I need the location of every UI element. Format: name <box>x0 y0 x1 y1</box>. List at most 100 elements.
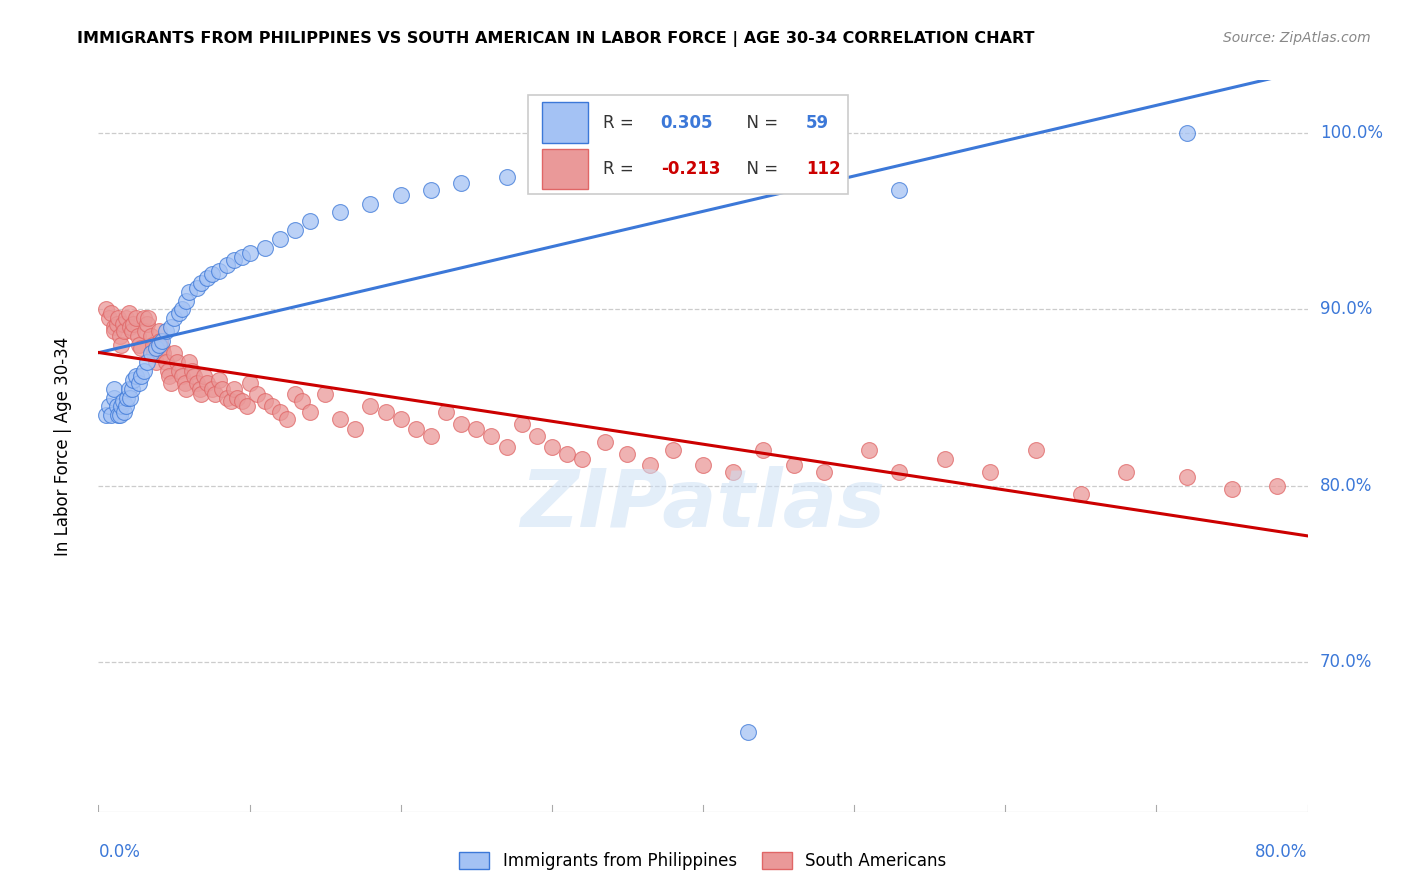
Point <box>737 725 759 739</box>
Point <box>201 382 224 396</box>
Point <box>586 158 609 172</box>
Point <box>143 346 166 360</box>
Point <box>231 250 253 264</box>
Point <box>215 391 238 405</box>
Point <box>631 153 654 167</box>
Text: 100.0%: 100.0% <box>1320 124 1382 142</box>
Point <box>420 183 443 197</box>
Point <box>163 346 186 360</box>
Point <box>148 324 170 338</box>
Point <box>1175 470 1198 484</box>
Point <box>246 387 269 401</box>
Point <box>103 320 125 334</box>
Point <box>174 293 197 308</box>
Point <box>94 408 117 422</box>
Point <box>979 465 1001 479</box>
Text: 59: 59 <box>806 113 830 131</box>
Point <box>115 391 138 405</box>
Point <box>253 394 276 409</box>
Point <box>269 404 291 418</box>
Point <box>132 311 155 326</box>
Point <box>389 411 412 425</box>
Point <box>141 346 163 360</box>
Point <box>179 355 201 369</box>
Point <box>195 376 218 391</box>
Point <box>593 434 616 449</box>
Point <box>111 317 134 331</box>
Legend: Immigrants from Philippines, South Americans: Immigrants from Philippines, South Ameri… <box>453 845 953 877</box>
Point <box>481 429 503 443</box>
Point <box>100 306 122 320</box>
Point <box>134 324 156 338</box>
Point <box>186 281 208 295</box>
Point <box>120 320 142 334</box>
Point <box>118 382 141 396</box>
Point <box>166 355 188 369</box>
Point <box>174 382 197 396</box>
Point <box>103 382 125 396</box>
Text: 0.305: 0.305 <box>661 113 713 131</box>
Point <box>149 334 172 348</box>
Point <box>555 447 578 461</box>
Point <box>150 341 173 355</box>
Point <box>159 369 181 384</box>
Point <box>813 465 835 479</box>
Point <box>224 253 246 268</box>
Point <box>616 447 638 461</box>
Point <box>314 387 336 401</box>
Point <box>889 183 911 197</box>
Point <box>103 391 125 405</box>
Point <box>129 369 152 384</box>
Point <box>221 394 243 409</box>
Point <box>1115 465 1137 479</box>
Point <box>215 258 238 272</box>
Point <box>1070 487 1092 501</box>
Point <box>231 394 253 409</box>
Point <box>858 443 880 458</box>
Point <box>253 241 276 255</box>
Point <box>1267 478 1289 492</box>
Point <box>284 387 307 401</box>
FancyBboxPatch shape <box>543 149 588 189</box>
Point <box>661 443 683 458</box>
Point <box>155 355 177 369</box>
Point <box>1220 482 1243 496</box>
Point <box>170 302 193 317</box>
Point <box>195 270 218 285</box>
Point <box>208 373 231 387</box>
Point <box>276 411 298 425</box>
Point <box>208 263 231 277</box>
Point <box>114 400 136 414</box>
Text: R =: R = <box>603 160 638 178</box>
Point <box>239 246 262 260</box>
FancyBboxPatch shape <box>527 95 848 194</box>
Point <box>183 369 205 384</box>
Point <box>156 364 179 378</box>
Point <box>179 285 201 299</box>
Point <box>163 311 186 326</box>
Point <box>540 165 562 179</box>
Point <box>465 422 488 436</box>
Point <box>170 369 193 384</box>
Point <box>103 324 125 338</box>
Point <box>127 329 149 343</box>
Point <box>783 458 806 472</box>
Point <box>129 341 152 355</box>
Point <box>752 443 775 458</box>
Point <box>235 400 257 414</box>
Point <box>114 311 136 326</box>
Point <box>122 373 145 387</box>
Point <box>299 404 322 418</box>
Point <box>526 429 548 443</box>
Point <box>128 376 150 391</box>
Point <box>112 324 135 338</box>
Point <box>105 400 128 414</box>
Point <box>450 417 472 431</box>
Point <box>128 337 150 351</box>
Point <box>112 404 135 418</box>
Point <box>889 465 911 479</box>
Point <box>108 329 131 343</box>
Text: In Labor Force | Age 30-34: In Labor Force | Age 30-34 <box>55 336 72 556</box>
Point <box>495 170 517 185</box>
Point <box>190 276 212 290</box>
